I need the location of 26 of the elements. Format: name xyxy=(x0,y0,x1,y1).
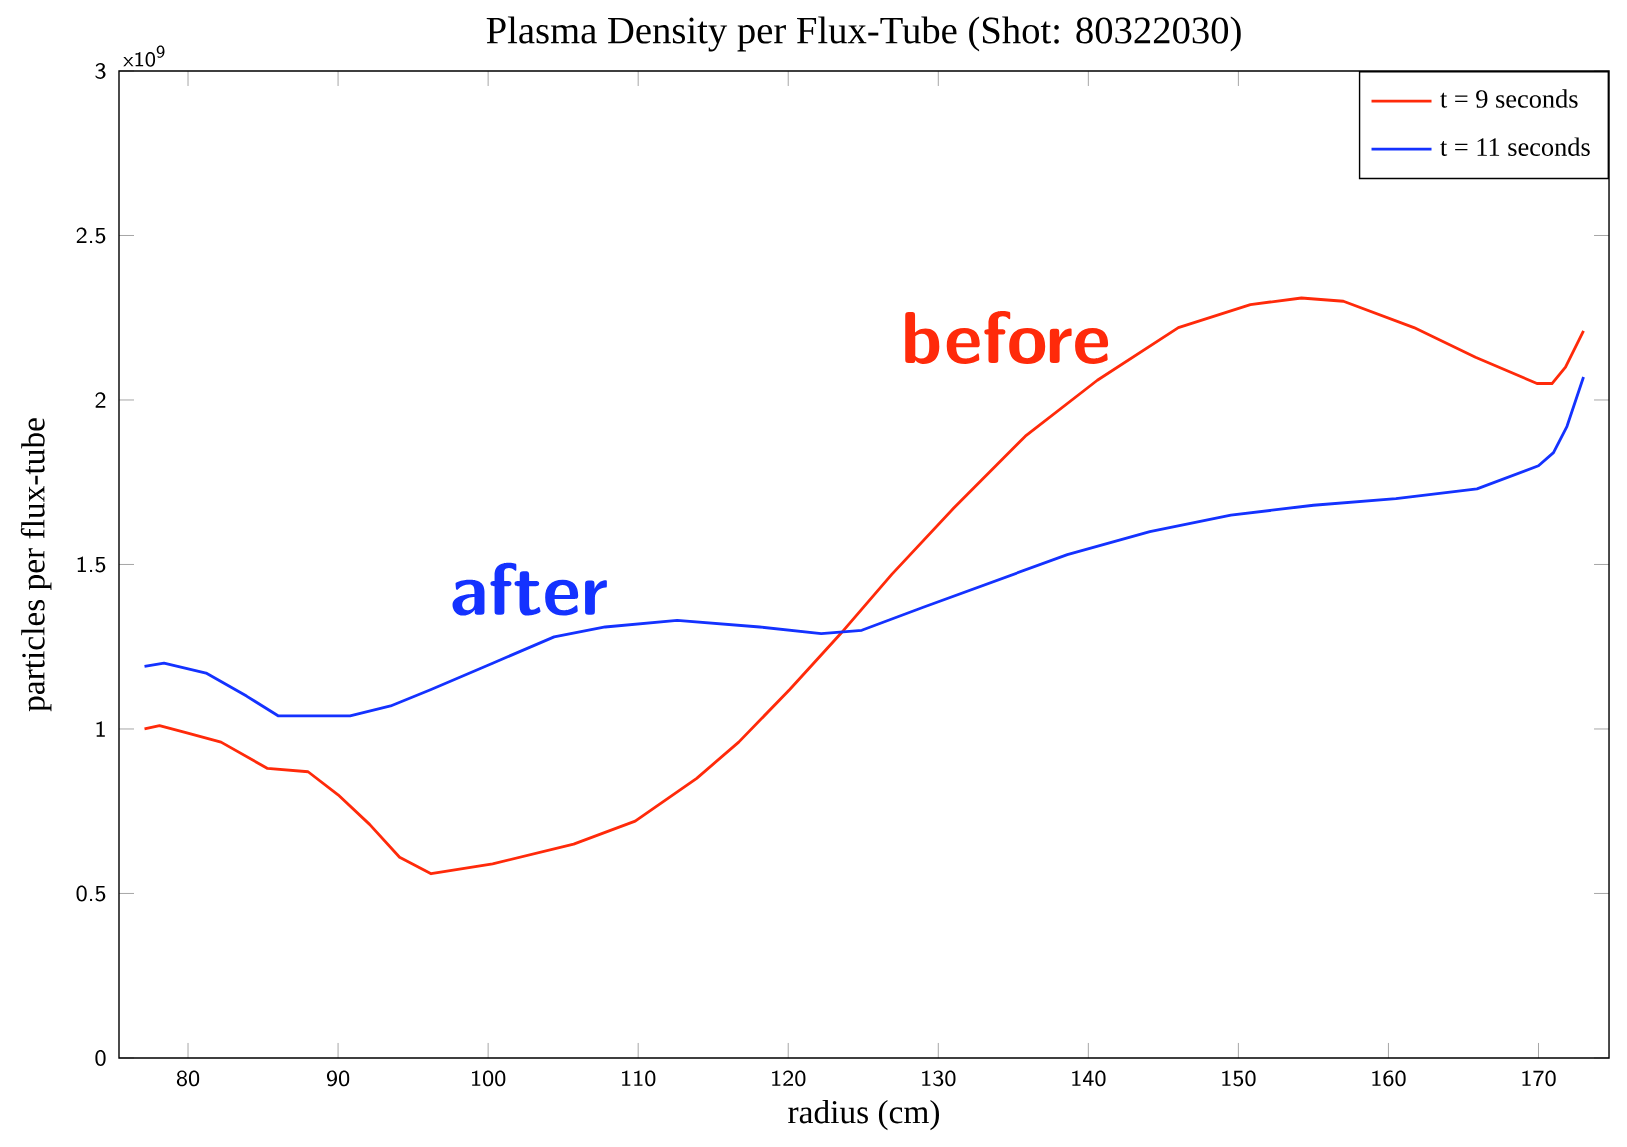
y-axis-title: particles per flux-tube xyxy=(20,418,52,712)
y-tick-label: 1.5 xyxy=(77,556,106,573)
text: x10$^{9}$ xyxy=(123,45,165,67)
annotation: before xyxy=(905,311,1109,364)
x-tick-label: 130 xyxy=(922,1070,956,1087)
chart-title: Plasma Density per Flux-Tube (Shot: 80322030) xyxy=(486,16,1241,52)
x-axis-title: radius (cm) xyxy=(788,1099,940,1131)
x-tick-label: 110 xyxy=(622,1070,656,1087)
x-tick-label: 150 xyxy=(1222,1070,1256,1087)
x-tick-label: 80 xyxy=(176,1070,200,1087)
y-tick-label: 2.5 xyxy=(76,227,106,244)
x-tick-label: 100 xyxy=(472,1070,506,1087)
annotation: after xyxy=(452,562,607,616)
x-tick-label: 140 xyxy=(1072,1070,1106,1087)
y-tick-label: 3 xyxy=(95,63,106,79)
y-tick-label: 1 xyxy=(96,721,105,737)
y-tick-label: 0 xyxy=(95,1050,106,1066)
x-tick-label: 170 xyxy=(1522,1070,1556,1087)
x-tick-label: 160 xyxy=(1372,1070,1406,1087)
legend-label: t = 9 seconds xyxy=(1440,89,1578,108)
y-tick-label: 0.5 xyxy=(76,885,106,902)
y-tick-label: 2 xyxy=(95,392,106,408)
x-tick-label: 120 xyxy=(772,1070,806,1087)
legend-label: t = 11 seconds xyxy=(1440,137,1590,156)
x-tick-label: 90 xyxy=(326,1070,350,1087)
line-series xyxy=(143,296,1585,876)
